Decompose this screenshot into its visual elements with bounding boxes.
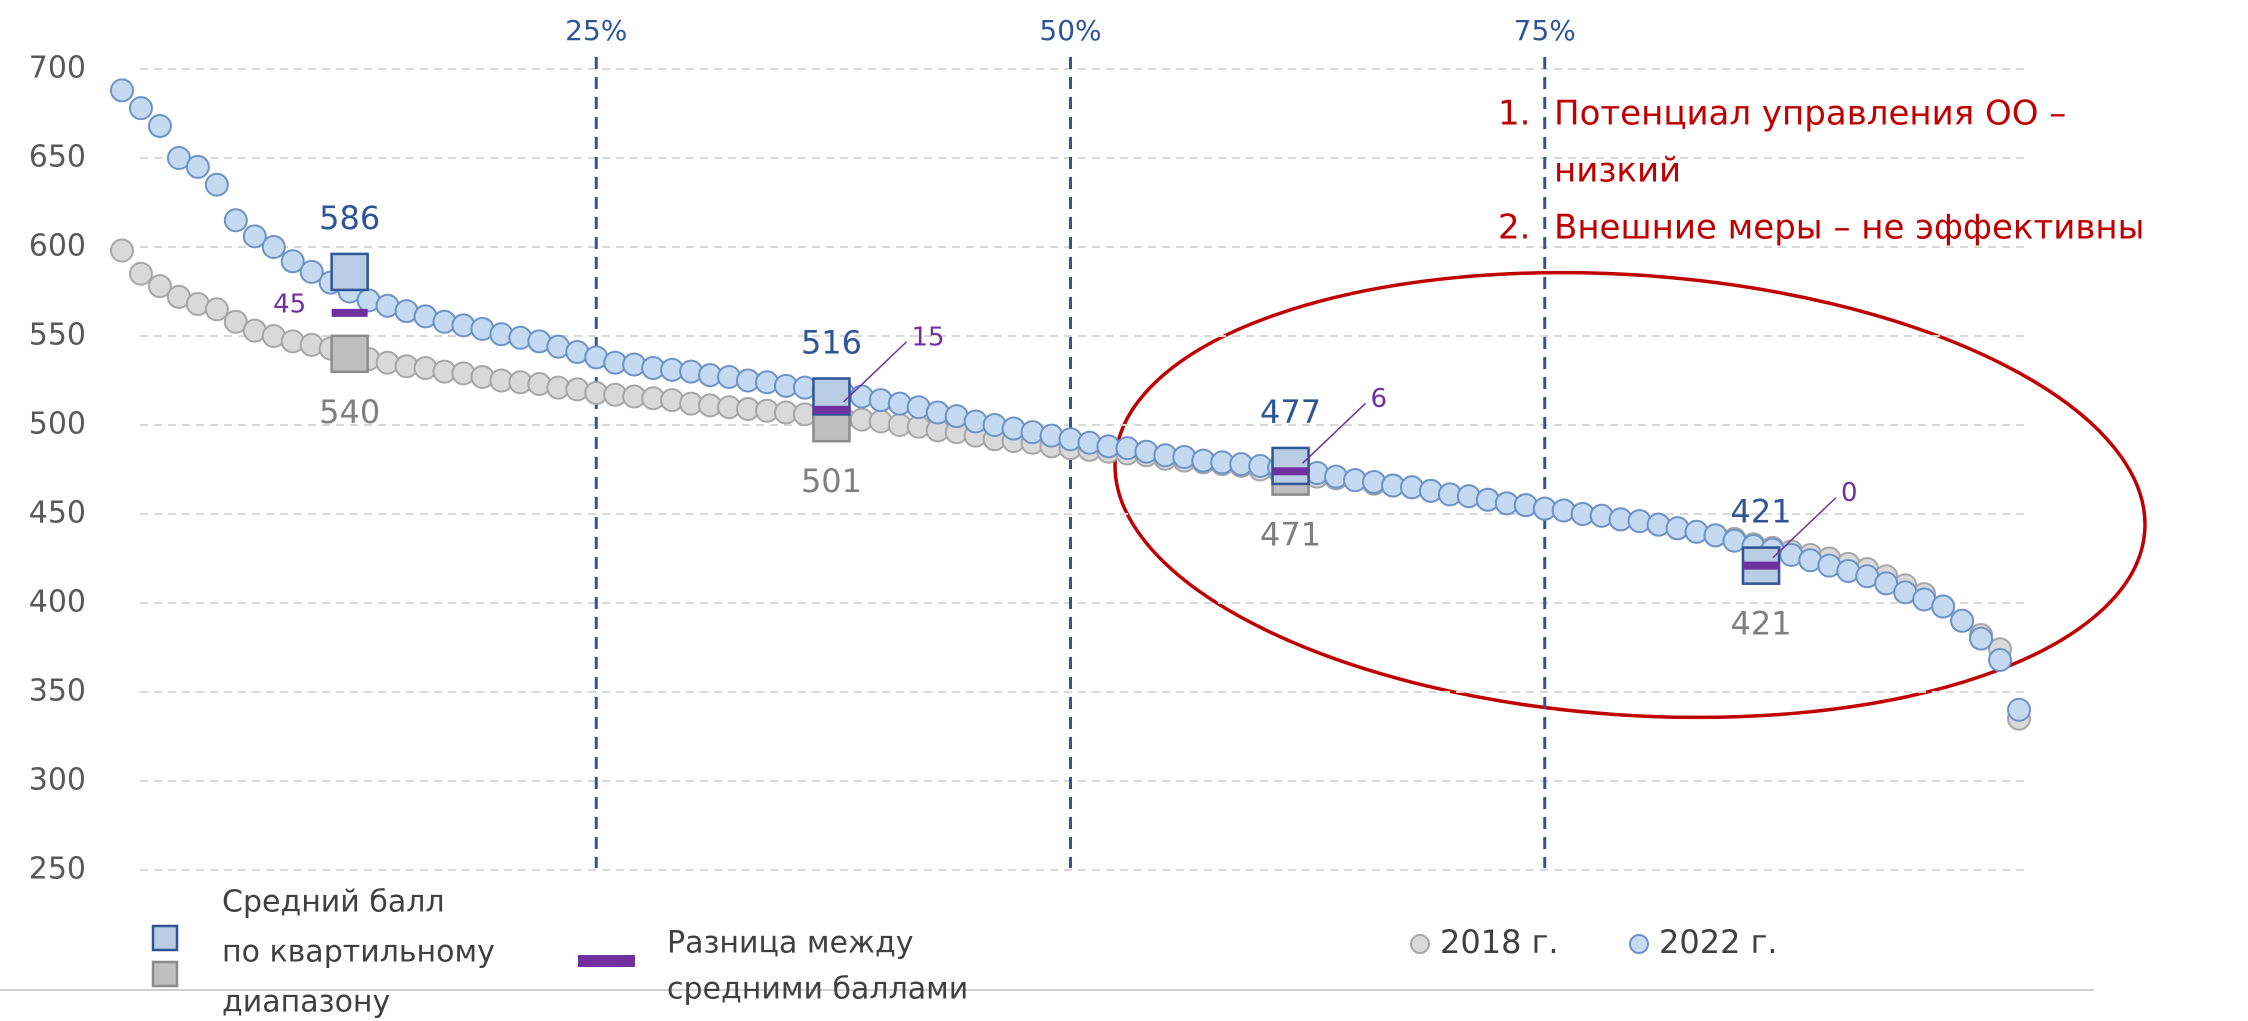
mean-2018-label: 501 xyxy=(801,462,862,500)
y-tick-label: 250 xyxy=(29,852,86,887)
point xyxy=(110,78,134,103)
annotation-number: 1. xyxy=(1498,94,1530,134)
legend-marker xyxy=(1410,934,1430,954)
y-tick-label: 400 xyxy=(29,585,86,620)
mean-2018-label: 540 xyxy=(319,393,380,431)
difference-bar xyxy=(813,405,850,414)
difference-bar xyxy=(1743,561,1780,570)
point xyxy=(204,297,229,322)
quartile-label: 50% xyxy=(1039,14,1101,47)
point xyxy=(185,154,210,179)
difference-label: 6 xyxy=(1371,384,1388,414)
point xyxy=(1950,608,1975,633)
mean-2022 xyxy=(330,252,369,292)
annotation-text: низкий xyxy=(1554,151,1681,191)
y-tick-label: 650 xyxy=(29,140,86,175)
legend-marker xyxy=(1629,934,1649,954)
annotation-number: 2. xyxy=(1498,208,1530,248)
point xyxy=(299,259,324,284)
point xyxy=(1988,647,2013,672)
y-tick-label: 550 xyxy=(29,318,86,353)
y-tick-label: 300 xyxy=(29,763,86,798)
difference-bar xyxy=(1272,467,1309,476)
point xyxy=(223,208,248,233)
point xyxy=(261,235,286,259)
legend-label: по квартильному xyxy=(222,935,495,970)
mean-2018-label: 471 xyxy=(1260,516,1321,554)
point xyxy=(1969,626,1994,651)
point xyxy=(1931,594,1956,619)
quartile-label: 25% xyxy=(565,14,627,47)
legend-difference xyxy=(578,955,635,967)
difference-label: 0 xyxy=(1841,478,1858,508)
point xyxy=(110,238,134,263)
point xyxy=(2007,697,2031,722)
legend-mean-2022 xyxy=(151,924,179,952)
y-tick-label: 700 xyxy=(29,51,86,86)
point xyxy=(147,113,172,138)
legend-label: Разница между xyxy=(667,926,914,961)
point xyxy=(128,261,153,286)
mean-2022-label: 586 xyxy=(319,199,380,237)
point xyxy=(280,249,305,274)
legend-label: 2022 г. xyxy=(1659,923,1778,961)
annotation-text: Внешние меры – не эффективны xyxy=(1554,208,2144,248)
legend-label: диапазону xyxy=(222,985,390,1020)
y-tick-label: 450 xyxy=(29,496,86,531)
y-tick-label: 600 xyxy=(29,229,86,264)
difference-label: 45 xyxy=(273,289,306,319)
legend-label: Средний балл xyxy=(222,885,445,920)
mean-2018 xyxy=(330,334,369,374)
legend-label: 2018 г. xyxy=(1440,923,1559,961)
y-tick-label: 500 xyxy=(29,407,86,442)
point xyxy=(242,224,267,249)
leader-line xyxy=(1302,402,1367,464)
mean-2022-label: 516 xyxy=(801,324,862,362)
leader-line xyxy=(842,341,907,403)
mean-2022-label: 477 xyxy=(1260,393,1321,431)
mean-2022-label: 421 xyxy=(1730,493,1791,531)
y-tick-label: 350 xyxy=(29,674,86,709)
highlight-ellipse xyxy=(1113,270,2147,720)
difference-label: 15 xyxy=(911,322,944,352)
leader-line xyxy=(1772,497,1837,559)
point xyxy=(204,172,229,197)
point xyxy=(147,274,172,299)
mean-2022 xyxy=(1271,446,1310,486)
quartile-label: 75% xyxy=(1514,14,1576,47)
difference-bar xyxy=(331,308,368,317)
legend-mean-2018 xyxy=(151,960,179,988)
point xyxy=(128,96,153,121)
mean-2018-label: 421 xyxy=(1730,605,1791,643)
annotation-text: Потенциал управления ОО – xyxy=(1554,94,2066,134)
legend-label: средними баллами xyxy=(667,972,968,1007)
